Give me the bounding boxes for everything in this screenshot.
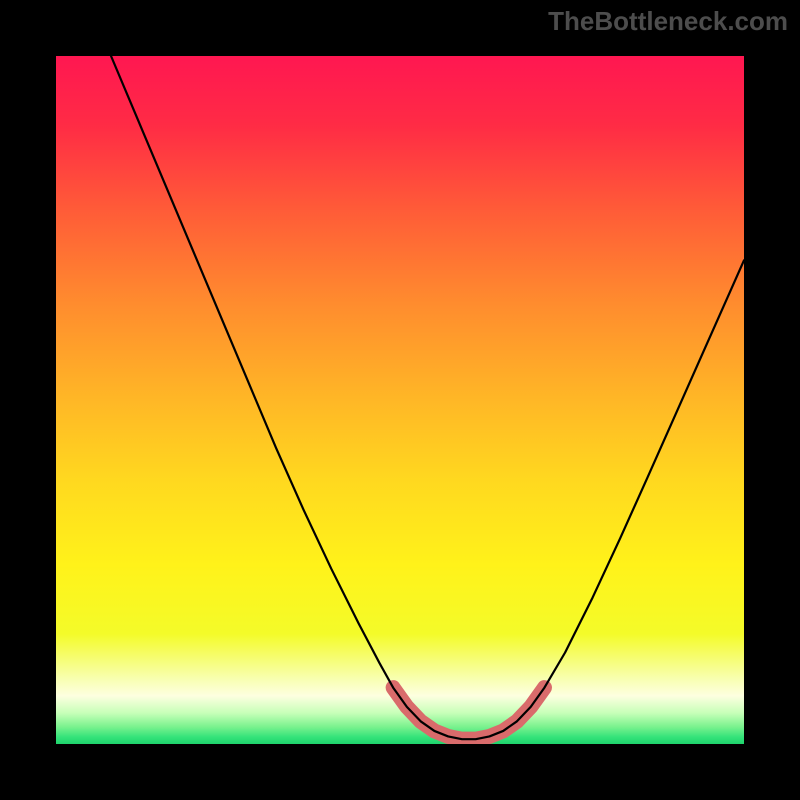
bottleneck-chart: TheBottleneck.com: [0, 0, 800, 800]
chart-canvas: [0, 0, 800, 800]
